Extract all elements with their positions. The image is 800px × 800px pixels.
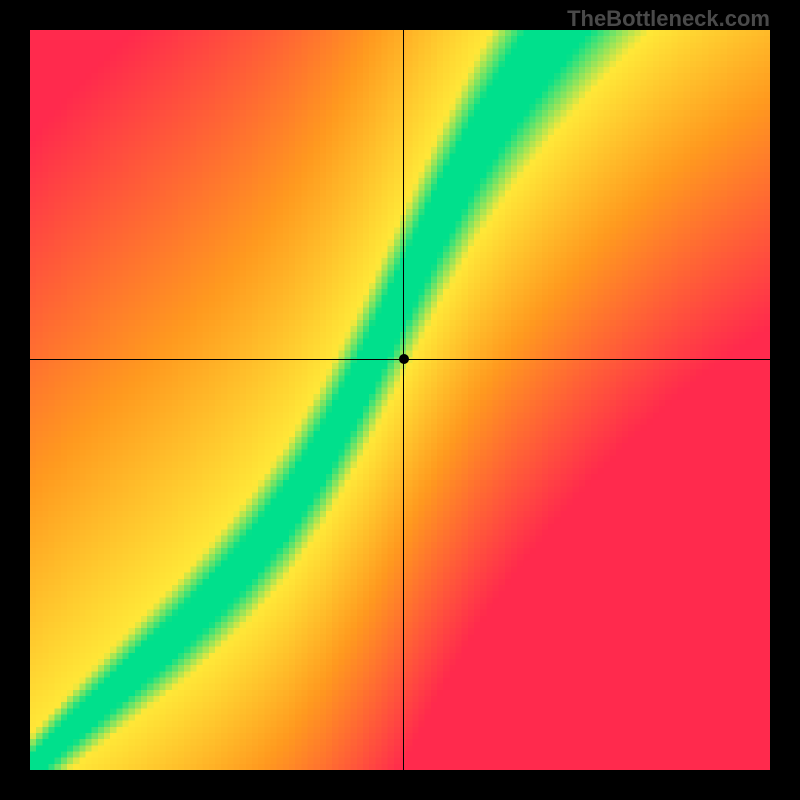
crosshair-marker — [399, 354, 409, 364]
crosshair-vertical — [403, 30, 405, 770]
bottleneck-heatmap — [30, 30, 770, 770]
watermark-text: TheBottleneck.com — [567, 6, 770, 32]
